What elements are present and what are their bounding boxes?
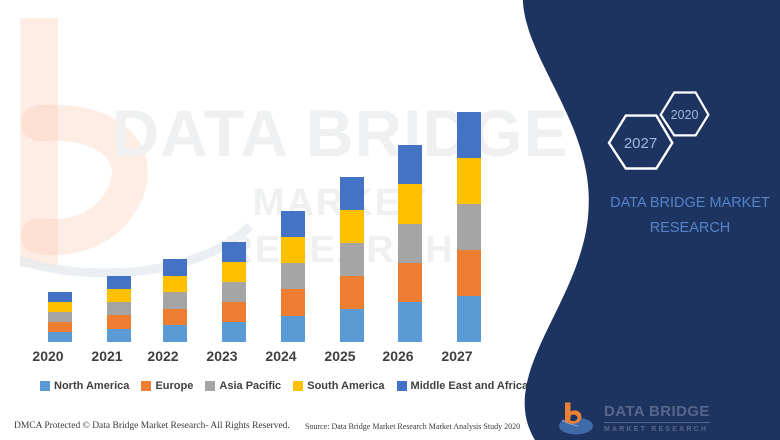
- svg-text:2020: 2020: [671, 108, 699, 122]
- svg-text:2027: 2027: [624, 135, 657, 152]
